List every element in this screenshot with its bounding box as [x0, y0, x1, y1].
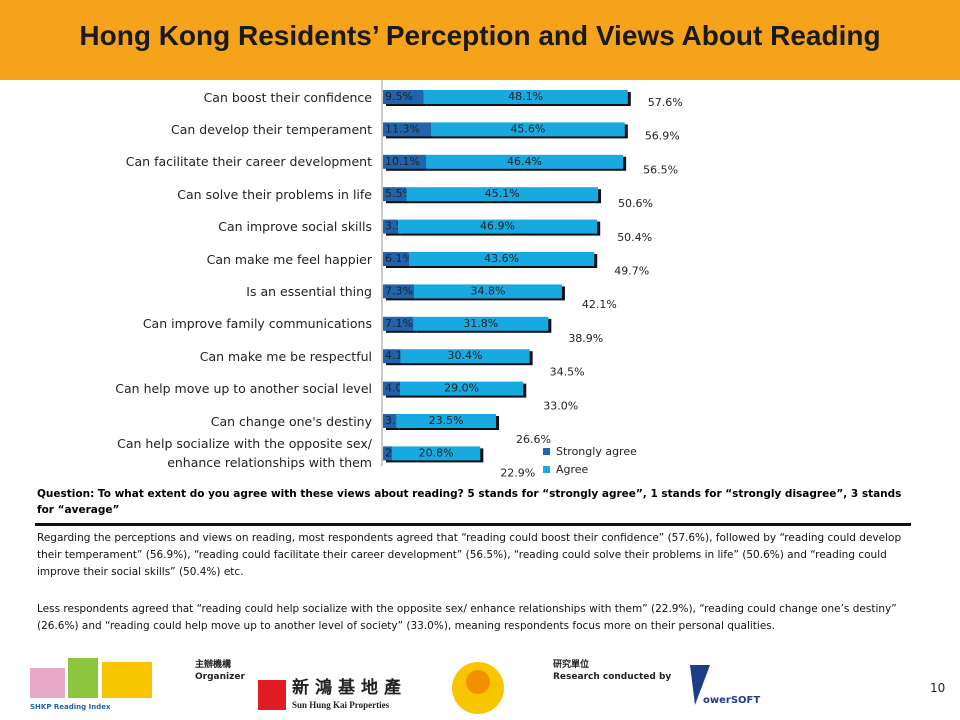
category-label: Can help move up to another social level — [115, 381, 372, 397]
bar — [383, 154, 426, 169]
category-label: Can improve social skills — [218, 219, 372, 235]
category-label: Can boost their confidence — [203, 89, 372, 105]
total-label: 34.5% — [550, 366, 585, 379]
total-label: 42.1% — [582, 298, 617, 311]
title: Hong Kong Residents’ Perception and View… — [79, 20, 881, 51]
category-label: Can help socialize with the opposite sex… — [117, 436, 372, 471]
bar — [383, 316, 414, 331]
bar — [397, 219, 598, 234]
total-label: 56.9% — [645, 130, 680, 143]
total-label: 50.4% — [617, 231, 652, 244]
research-zh: 研究單位 — [553, 660, 590, 670]
bar — [431, 122, 625, 137]
value-label: 7.1% — [385, 317, 413, 330]
bar — [400, 349, 530, 364]
shkp: Sun Hung Kai Properties — [292, 700, 390, 710]
bar — [383, 349, 401, 364]
value-label: 10.1% — [385, 155, 420, 168]
bar — [396, 414, 497, 428]
bar — [383, 122, 432, 137]
value-label: 5.5% — [385, 187, 413, 200]
bar — [391, 446, 481, 461]
bar — [423, 90, 628, 104]
value-label: 48.1% — [508, 90, 543, 103]
bar — [383, 446, 392, 461]
category-label: Is an essential thing — [246, 283, 372, 299]
value-label: 30.4% — [448, 349, 483, 362]
value-label: 9.5% — [385, 90, 413, 103]
value-label: 11.3% — [385, 122, 420, 135]
bar — [383, 252, 409, 266]
logo-text: SHKP Reading Index — [30, 703, 111, 711]
category-label: Can facilitate their career development — [125, 154, 372, 170]
bar — [414, 284, 562, 299]
organizer: Organizer — [195, 672, 245, 682]
category-label: Can make me be respectful — [199, 348, 372, 364]
value-label: 46.4% — [507, 155, 542, 168]
value-label: 6.1% — [385, 252, 413, 265]
total-label: 57.6% — [648, 96, 683, 109]
bar — [408, 252, 595, 266]
legend-label: Strongly agree — [556, 445, 637, 458]
total-label: 56.5% — [643, 163, 678, 176]
total-label: 22.9% — [500, 467, 535, 480]
page-number: 10 — [930, 681, 946, 695]
value-label: 7.3% — [385, 284, 413, 297]
category-label: Can improve family communications — [142, 316, 372, 332]
divider — [35, 523, 911, 526]
bar — [383, 219, 398, 234]
category-label: Can develop their temperament — [170, 121, 372, 137]
value-label: 43.6% — [484, 252, 519, 265]
shkp-zh: 新鴻基地產 — [292, 678, 407, 698]
category-label: Can make me feel happier — [206, 251, 372, 267]
value-label: 31.8% — [463, 317, 498, 330]
value-label: 46.9% — [480, 220, 515, 233]
bar — [383, 381, 400, 396]
legend-label: Agree — [556, 463, 589, 476]
summary-paragraph: Regarding the perceptions and views on r… — [37, 532, 902, 578]
value-label: 23.5% — [429, 414, 464, 427]
value-label: 45.1% — [485, 187, 520, 200]
value-label: 34.8% — [470, 284, 505, 297]
total-label: 38.9% — [568, 332, 603, 345]
question: Question: To what extent do you agree wi… — [37, 488, 902, 516]
bar — [383, 187, 407, 202]
organizer-zh: 主辦機構 — [195, 660, 232, 670]
bar — [406, 187, 599, 202]
value-label: 29.0% — [444, 382, 479, 395]
bar — [383, 414, 397, 428]
total-label: 26.6% — [516, 433, 551, 446]
research: Research conducted by — [553, 672, 672, 682]
category-label: Can solve their problems in life — [177, 186, 372, 202]
legend-swatch — [543, 466, 550, 473]
total-label: 50.6% — [618, 197, 653, 210]
bar — [413, 316, 549, 331]
total-label: 33.0% — [543, 399, 578, 412]
category-label: Can change one's destiny — [210, 413, 372, 429]
bar — [425, 154, 624, 169]
title-bar — [0, 0, 960, 80]
summary-paragraph: Less respondents agreed that “reading co… — [37, 603, 897, 632]
powersoft: owerSOFT — [703, 695, 761, 706]
bar — [383, 284, 415, 299]
total-label: 49.7% — [614, 265, 649, 278]
value-label: 45.6% — [510, 122, 545, 135]
legend-swatch — [543, 448, 550, 455]
bar — [400, 381, 524, 396]
bar — [383, 90, 424, 104]
value-label: 20.8% — [419, 446, 454, 459]
